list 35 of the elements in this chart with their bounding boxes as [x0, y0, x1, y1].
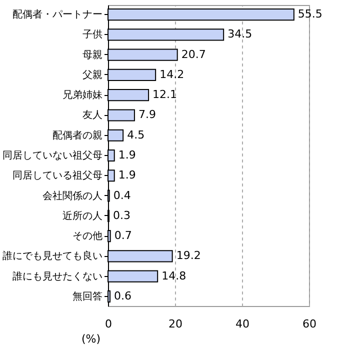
data-label: 0.4 [113, 188, 131, 202]
y-tick-label: 同居していない祖父母 [2, 150, 102, 162]
x-tick-label: 0 [105, 318, 112, 330]
x-tick-label: 40 [236, 318, 250, 330]
y-tick-label: 配偶者・パートナー [12, 8, 102, 21]
y-tick-label: 無回答 [72, 290, 102, 302]
data-label: 34.5 [228, 28, 252, 41]
x-axis-title: (%) [81, 332, 100, 346]
data-label: 1.9 [118, 148, 136, 162]
data-label: 0.3 [113, 208, 131, 222]
y-tick-label: 母親 [82, 48, 102, 61]
x-tick-label: 20 [168, 318, 182, 330]
data-label: 0.6 [114, 289, 132, 302]
y-tick-label: 誰にも見せたくない [12, 270, 102, 282]
y-tick-label: その他 [72, 230, 102, 242]
y-tick-label: 子供 [82, 30, 102, 41]
y-tick-label: 同居している祖父母 [12, 170, 102, 182]
data-label: 12.1 [152, 88, 178, 102]
y-tick-label: 誰にでも見せても良い [2, 250, 102, 262]
data-label: 4.5 [127, 128, 145, 142]
data-label: 20.7 [181, 48, 206, 61]
y-tick-label: 近所の人 [62, 210, 102, 222]
data-label: 14.2 [160, 68, 184, 81]
x-tick-label: 60 [302, 318, 316, 330]
data-label: 7.9 [138, 108, 156, 122]
data-label: 55.5 [298, 8, 322, 21]
y-tick-label: 会社関係の人 [42, 190, 102, 202]
y-tick-label: 配偶者の親 [52, 129, 102, 142]
y-tick-label: 兄弟姉妹 [62, 89, 102, 102]
data-label: 19.2 [176, 249, 201, 262]
data-label: 0.7 [114, 229, 132, 242]
y-tick-label: 父親 [82, 68, 102, 81]
y-tick-label: 友人 [82, 110, 102, 122]
data-label: 14.8 [162, 269, 186, 282]
data-label: 1.9 [118, 168, 136, 182]
